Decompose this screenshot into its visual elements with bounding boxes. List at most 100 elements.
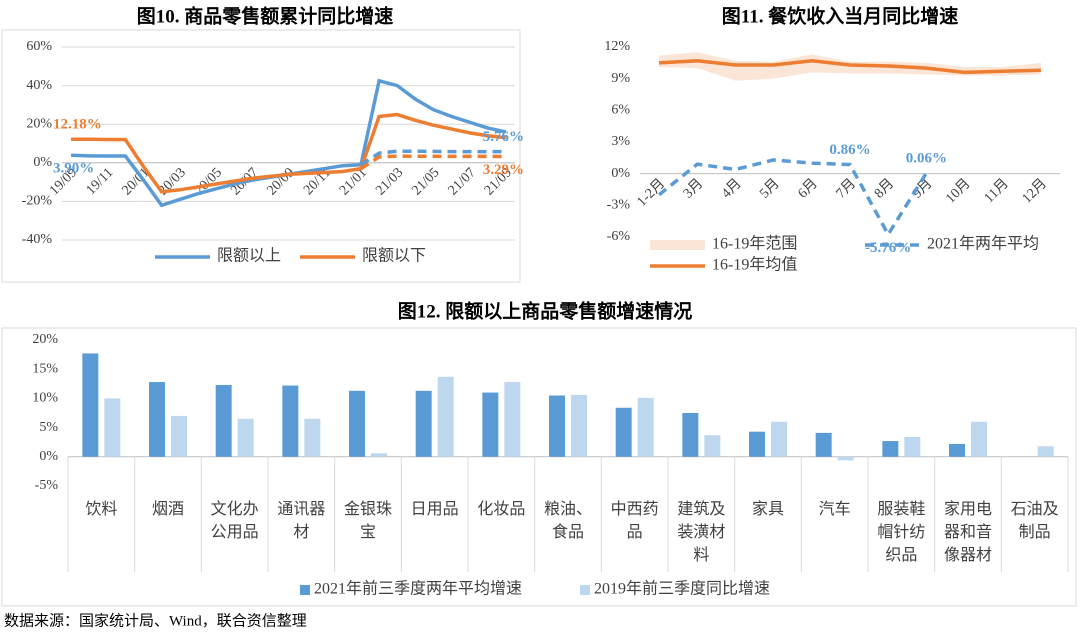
bar [815,432,832,457]
bar [837,456,854,461]
data-label: 3.90% [53,161,94,177]
x-tick-label: 21/07 [446,165,479,198]
legend-label: 2019年前三季度同比增速 [594,580,770,598]
y-tick-label: 3% [611,134,630,149]
data-label: -5.76% [865,240,911,256]
data-label: 5.76% [483,129,524,145]
x-tick-label: 文化办公用品 [211,500,259,541]
y-tick-label: 40% [26,78,52,93]
chart-title: 图11. 餐饮收入当月同比增速 [722,4,958,27]
bar [637,397,654,457]
bar [171,415,187,457]
bar [149,382,165,457]
bar [415,390,432,457]
data-label: 12.18% [53,117,102,133]
x-tick-label: 8月 [871,175,897,201]
bar [749,431,765,457]
x-tick-label: 21/05 [409,165,442,198]
y-tick-label: -3% [607,198,631,213]
y-tick-label: -5% [35,478,59,493]
bar [349,390,365,457]
y-tick-label: 60% [26,39,52,54]
chart-title: 图10. 商品零售额累计同比增速 [137,4,394,27]
source: 数据来源：国家统计局、Wind，联合资信整理 [4,612,307,629]
x-tick-label: 10月 [943,175,974,206]
y-tick-label: -40% [22,232,53,247]
y-tick-label: 0% [33,155,52,170]
x-tick-label: 12月 [1019,175,1050,206]
data-label: 0.06% [906,150,947,166]
bar [304,418,321,457]
x-tick-label: 日用品 [411,501,459,518]
chart-title: 图12. 限额以上商品零售额增速情况 [398,299,693,322]
line [360,154,506,171]
data-label: 0.86% [829,142,870,158]
frame [1,29,521,283]
legend-label: 限额以上 [217,247,281,265]
line [71,112,507,194]
x-tick-label: 汽车 [819,500,851,518]
legend-label: 16-19年均值 [712,256,797,274]
x-tick-label: 20/09 [264,165,297,198]
y-tick-label: 9% [611,71,630,86]
x-tick-label: 金银珠宝 [344,500,392,541]
legend-label: 16-19年范围 [712,235,797,253]
y-tick-label: -6% [607,229,631,244]
bar [371,453,387,457]
bar [504,382,521,457]
x-tick-label: 20/03 [156,165,189,198]
bar [1037,446,1054,457]
bar [615,407,632,457]
x-tick-label: 21/03 [373,165,406,198]
x-tick-label: 6月 [795,175,821,201]
y-tick-label: 0% [39,449,58,464]
bar [482,392,499,457]
x-tick-label: 5月 [757,175,783,201]
data-label: 3.29% [483,162,524,178]
y-tick-label: 0% [611,166,630,181]
x-tick-label: 烟酒 [152,500,184,518]
bar [104,398,121,457]
y-tick-label: 6% [611,103,630,118]
bar [437,376,454,457]
bar [971,421,987,457]
x-tick-label: 11月 [981,175,1012,206]
bar [82,353,99,457]
bar [237,418,254,457]
bar [682,413,699,457]
x-tick-label: 家具 [752,500,784,518]
bar [949,443,965,457]
x-tick-label: 化妆品 [477,500,525,518]
x-tick-label: 4月 [718,175,744,201]
y-tick-label: 15% [32,361,58,376]
x-tick-label: 通讯器材 [277,500,325,541]
legend-swatch [580,585,590,595]
y-tick-label: 10% [32,391,58,406]
y-tick-label: 20% [32,332,58,347]
y-tick-label: -20% [22,194,53,209]
bar [704,435,721,457]
frame [1,327,1077,607]
legend-swatch [300,585,310,595]
bar [549,395,565,457]
legend-swatch [650,240,705,250]
bar [904,436,921,457]
y-tick-label: 20% [26,116,52,131]
x-tick-label: 7月 [833,175,859,201]
x-tick-label: 3月 [680,175,706,201]
x-tick-label: 建筑及装潢材料 [677,500,725,564]
bar [215,384,232,457]
legend-label: 2021年前三季度两年平均增速 [314,580,522,598]
bar [882,441,899,457]
x-tick-label: 服装鞋帽针纺织品 [877,500,925,564]
bar [771,421,787,457]
x-tick-label: 粮油、食品 [544,500,592,541]
legend-label: 2021年两年平均 [927,235,1039,253]
x-tick-label: 中西药品 [611,500,659,541]
bar [282,385,299,457]
line [360,149,506,167]
x-tick-label: 饮料 [85,500,117,518]
x-tick-label: 家用电器和音像器材 [944,500,992,564]
bar [571,394,587,457]
